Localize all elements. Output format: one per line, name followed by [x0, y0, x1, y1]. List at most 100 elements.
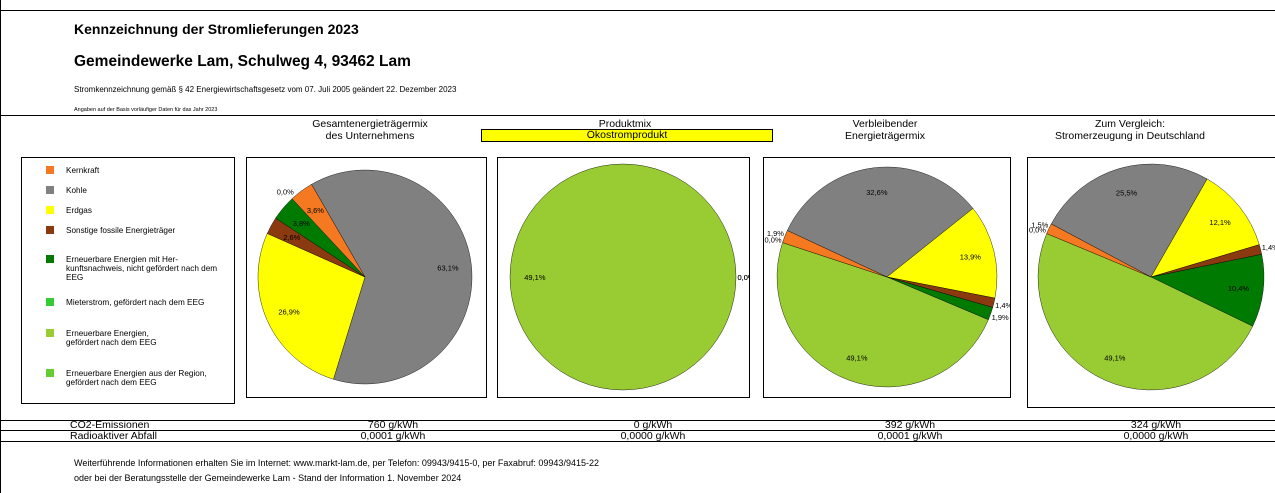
pie-label: 49,1%	[846, 353, 868, 362]
pie-slice	[509, 163, 737, 391]
pie-chart-company: 63,1% 26,9% 2,6% 3,8% 0,0% 3,6%	[257, 169, 473, 385]
pie-label: 13,9%	[960, 253, 982, 262]
legend-item: Erneuerbare Energien aus der Region, gef…	[46, 369, 234, 387]
column-heading-line: des Unternehmens	[325, 130, 415, 142]
column-heading-line: Zum Vergleich:	[1094, 118, 1166, 130]
top-border	[0, 10, 1275, 11]
column-heading-company: Gesamtenergieträgermix des Unternehmens	[280, 118, 460, 142]
legend-label: Kohle	[66, 186, 87, 195]
pie-label: 10,4%	[1228, 284, 1250, 293]
pie-label: 26,9%	[278, 308, 300, 317]
pie-chart-product: 49,1%0,0%0,0%	[509, 163, 755, 391]
co2-value: 392 g/kWh	[884, 419, 936, 431]
pie-slice	[1037, 233, 1253, 391]
pie-slice	[782, 230, 888, 278]
pie-slice	[311, 169, 473, 385]
chart-panel-germany: 25,5% 12,1% 1,4% 10,4% 49,1% 0,0%1,5%	[1027, 157, 1275, 408]
pie-label: 1,4%	[1262, 243, 1275, 252]
legend-swatch	[46, 186, 54, 194]
column-heading-remaining: Verbleibender Energieträgermix	[800, 118, 970, 142]
legend-swatch	[46, 206, 54, 214]
waste-label: Radioaktiver Abfall	[70, 430, 157, 442]
waste-value: 0,0000 g/kWh	[1123, 430, 1189, 442]
pie-slice	[1150, 178, 1260, 278]
legend-label: Erneuerbare Energien mit Her-kunftsnachw…	[66, 255, 218, 282]
pie-label: 0,0%	[277, 187, 294, 196]
legend-label: Kernkraft	[66, 166, 100, 175]
pie-label: 49,1%	[524, 273, 546, 282]
table-bottom-line	[0, 441, 1275, 442]
pie-label: 1,5%	[1031, 220, 1048, 229]
legend-label: Mieterstrom, gefördert nach dem EEG	[66, 298, 205, 307]
co2-value: 324 g/kWh	[1130, 419, 1182, 431]
waste-value: 0,0000 g/kWh	[620, 430, 686, 442]
pie-slice	[291, 184, 366, 278]
legend-item: Erdgas	[46, 206, 256, 215]
legend-swatch	[46, 298, 54, 306]
pie-label: 1,4%	[995, 301, 1010, 310]
legend-label: Sonstige fossile Energieträger	[66, 226, 176, 235]
pie-slice	[787, 166, 974, 278]
column-heading-line: Verbleibender	[852, 118, 918, 130]
legend-label: Erneuerbare Energien, gefördert nach dem…	[66, 329, 157, 347]
legend-swatch	[46, 329, 54, 337]
pie-slice	[1050, 163, 1208, 278]
legend-item: Mieterstrom, gefördert nach dem EEG	[46, 298, 234, 307]
legend-swatch	[46, 166, 54, 174]
legend-swatch	[46, 255, 54, 263]
header-divider	[0, 115, 1275, 116]
pie-label: 63,1%	[437, 264, 459, 273]
company-address: Gemeindewerke Lam, Schulweg 4, 93462 Lam	[74, 53, 411, 70]
pie-label: 12,1%	[1209, 218, 1231, 227]
pie-slice	[1046, 223, 1152, 278]
footer-info-line: Weiterführende Informationen erhalten Si…	[74, 458, 599, 468]
left-border	[0, 0, 1, 493]
column-heading-germany: Zum Vergleich: Stromerzeugung in Deutsch…	[1030, 118, 1230, 142]
product-name-box: Ökostromprodukt	[481, 129, 773, 142]
pie-label: 2,6%	[283, 233, 300, 242]
legend-swatch	[46, 226, 54, 234]
co2-value: 0 g/kWh	[633, 419, 673, 431]
pie-label: 0,0%	[737, 273, 749, 282]
pie-label: 0,0%	[764, 235, 781, 244]
pie-chart-germany: 25,5% 12,1% 1,4% 10,4% 49,1% 0,0%1,5%	[1029, 163, 1275, 391]
legend-item: Kernkraft	[46, 166, 256, 175]
legend-label: Erdgas	[66, 206, 92, 215]
legend-swatch	[46, 369, 54, 377]
waste-value: 0,0001 g/kWh	[360, 430, 426, 442]
legend-item: Erneuerbare Energien, gefördert nach dem…	[46, 329, 181, 347]
chart-panel-company: 63,1% 26,9% 2,6% 3,8% 0,0% 3,6%	[246, 157, 487, 398]
column-heading-product: Produktmix	[598, 118, 652, 130]
legend-item: Sonstige fossile Energieträger	[46, 226, 184, 235]
pie-label: 0,0%	[737, 273, 749, 282]
law-note: Stromkennzeichnung gemäß § 42 Energiewir…	[74, 85, 457, 94]
waste-value: 0,0001 g/kWh	[877, 430, 943, 442]
column-heading-line: Gesamtenergieträgermix	[312, 118, 428, 130]
co2-value: 760 g/kWh	[367, 419, 419, 431]
basis-note: Angaben auf der Basis vorläufiger Daten …	[74, 107, 218, 113]
pie-label: 32,6%	[866, 188, 888, 197]
pie-label: 1,9%	[992, 313, 1009, 322]
pie-slice	[886, 208, 998, 299]
pie-slice	[1150, 254, 1265, 327]
legend-panel: Kernkraft Kohle Erdgas Sonstige fossile …	[21, 157, 235, 404]
legend-item: Kohle	[46, 186, 256, 195]
legend-label: Erneuerbare Energien aus der Region, gef…	[66, 369, 207, 387]
page-title: Kennzeichnung der Stromlieferungen 2023	[74, 21, 359, 37]
table-top-line	[0, 420, 1275, 421]
co2-label: CO2-Emissionen	[70, 419, 150, 431]
chart-panel-product: 49,1%0,0%0,0%	[497, 157, 755, 398]
pie-label: 1,9%	[767, 229, 784, 238]
pie-chart-remaining: 32,6%13,9%1,4%1,9%49,1%0,0%1,9%	[764, 166, 1013, 388]
column-heading-line: Stromerzeugung in Deutschland	[1054, 130, 1205, 142]
table-mid-line	[0, 430, 1275, 431]
pie-slice	[776, 242, 989, 388]
pie-label: 3,6%	[307, 206, 324, 215]
pie-label: 0,0%	[1029, 226, 1046, 235]
column-heading-line: Energieträgermix	[845, 130, 925, 142]
footer-info-line: oder bei der Beratungsstelle der Gemeind…	[74, 473, 462, 483]
pie-label: 49,1%	[1104, 353, 1126, 362]
pie-label: 3,8%	[293, 219, 310, 228]
pie-slice	[257, 233, 366, 380]
